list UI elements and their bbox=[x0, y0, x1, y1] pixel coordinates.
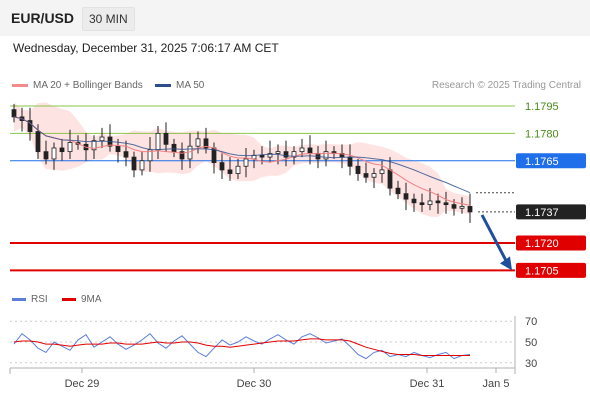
legend-rsi: RSI bbox=[12, 294, 48, 305]
x-tick-label-1: Dec 30 bbox=[237, 378, 272, 390]
legend-ma20: MA 20 + Bollinger Bands bbox=[12, 80, 143, 91]
candle-body bbox=[203, 138, 209, 149]
candle-body bbox=[467, 206, 473, 213]
forecast-arrow-line bbox=[480, 214, 510, 266]
candle-body bbox=[51, 147, 57, 160]
legend-ma50-label: MA 50 bbox=[176, 80, 205, 91]
candle-body bbox=[307, 147, 313, 154]
candle-body bbox=[355, 165, 361, 174]
candle-body bbox=[99, 136, 105, 142]
candle-body bbox=[243, 158, 249, 167]
forecast-arrow-head bbox=[500, 256, 512, 271]
timestamp: Wednesday, December 31, 2025 7:06:17 AM … bbox=[13, 41, 279, 55]
candle-body bbox=[347, 156, 353, 167]
legend-rsi-label: RSI bbox=[31, 294, 48, 305]
level-badge-label-3: 1.1737 bbox=[525, 207, 559, 219]
legend-ma20-label: MA 20 + Bollinger Bands bbox=[33, 80, 143, 91]
candle-body bbox=[323, 151, 329, 160]
legend-ma20-swatch bbox=[12, 83, 28, 87]
candle-body bbox=[427, 200, 433, 206]
candle-body bbox=[11, 109, 17, 118]
candle-body bbox=[451, 204, 457, 209]
candle-body bbox=[123, 151, 129, 158]
ma50-line bbox=[13, 116, 471, 194]
level-badge-4 bbox=[516, 235, 586, 251]
level-badge-label-4: 1.1720 bbox=[525, 238, 559, 250]
interval-selector[interactable]: 30 MIN bbox=[82, 7, 135, 31]
ma20-line bbox=[13, 116, 471, 206]
candle-body bbox=[195, 138, 201, 147]
legend-rsi-swatch bbox=[12, 297, 26, 301]
bollinger-band bbox=[14, 102, 470, 217]
candle-body bbox=[43, 151, 49, 160]
level-badge-2 bbox=[516, 153, 586, 169]
level-label-0: 1.1795 bbox=[525, 101, 559, 113]
legend-ma50: MA 50 bbox=[155, 80, 204, 91]
candle-body bbox=[443, 202, 449, 206]
x-tick-label-0: Dec 29 bbox=[65, 378, 100, 390]
level-badge-label-2: 1.1765 bbox=[525, 156, 559, 168]
candle-body bbox=[267, 153, 273, 158]
legend-ma50-swatch bbox=[155, 83, 171, 87]
candle-body bbox=[419, 202, 425, 206]
candle-body bbox=[403, 193, 409, 200]
candle-body bbox=[291, 151, 297, 158]
credit-text: Research © 2025 Trading Central bbox=[431, 80, 581, 91]
candle-body bbox=[379, 169, 385, 174]
candle-body bbox=[179, 151, 185, 160]
top-bar: EUR/USD 30 MIN bbox=[0, 0, 590, 36]
candle-body bbox=[139, 160, 145, 171]
candle-body bbox=[371, 173, 377, 178]
level-label-1: 1.1780 bbox=[525, 128, 559, 140]
candle-body bbox=[91, 140, 97, 151]
legend-rsi9-label: 9MA bbox=[81, 294, 102, 305]
candle-body bbox=[59, 147, 65, 153]
legend-rsi9-swatch bbox=[62, 297, 76, 301]
candle-body bbox=[275, 151, 281, 154]
level-badge-label-5: 1.1705 bbox=[525, 265, 559, 277]
candle-body bbox=[227, 169, 233, 174]
candle-body bbox=[163, 132, 169, 145]
rsi-line bbox=[13, 332, 471, 360]
candle-body bbox=[259, 154, 265, 158]
rsi-tick-label-2: 30 bbox=[525, 358, 537, 370]
x-tick-label-3: Jan 5 bbox=[483, 378, 510, 390]
candle-body bbox=[395, 187, 401, 195]
candle-body bbox=[411, 198, 417, 204]
candle-body bbox=[459, 206, 465, 209]
candle-body bbox=[435, 200, 441, 204]
candle-body bbox=[155, 132, 161, 151]
legend-rsi9: 9MA bbox=[62, 294, 102, 305]
candle-body bbox=[131, 156, 137, 171]
candle-body bbox=[363, 173, 369, 178]
rsi-ma9-line bbox=[13, 338, 470, 356]
level-badge-3 bbox=[516, 204, 586, 220]
level-badge-5 bbox=[516, 262, 586, 278]
candle-body bbox=[235, 165, 241, 174]
candle-body bbox=[35, 131, 41, 153]
candle-body bbox=[387, 169, 393, 189]
candle-body bbox=[115, 145, 121, 153]
candle-body bbox=[171, 143, 177, 153]
candle-body bbox=[299, 147, 305, 153]
candle-body bbox=[67, 142, 73, 153]
symbol-label: EUR/USD bbox=[11, 10, 75, 26]
x-tick-label-2: Dec 31 bbox=[410, 378, 445, 390]
candle-body bbox=[219, 162, 225, 171]
candle-body bbox=[283, 151, 289, 158]
rsi-tick-label-1: 50 bbox=[525, 337, 537, 349]
candle-body bbox=[27, 120, 33, 132]
rsi-tick-label-0: 70 bbox=[525, 316, 537, 328]
